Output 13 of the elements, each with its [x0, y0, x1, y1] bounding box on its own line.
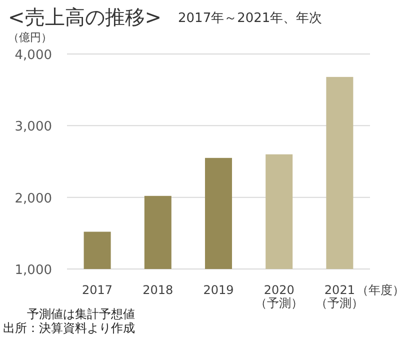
- y-tick-label: 4,000: [14, 48, 52, 63]
- y-tick-label: 2,000: [14, 191, 52, 206]
- chart-title: <売上高の推移>: [8, 5, 162, 29]
- x-tick-label: 2018: [142, 283, 174, 297]
- text: 出所：決算資料より作成: [3, 321, 135, 335]
- y-tick-label: 3,000: [14, 120, 52, 135]
- y-axis-title: （億円）: [8, 31, 52, 44]
- chart-subtitle: 2017年～2021年、年次: [178, 11, 322, 26]
- y-tick-label: 1,000: [14, 263, 52, 278]
- x-tick-label: 2019: [203, 283, 234, 297]
- text: 予測値は集計予想値: [27, 307, 135, 321]
- x-tick-label: 2020 （予測）: [255, 283, 304, 310]
- x-tick-label: 2017: [82, 283, 113, 297]
